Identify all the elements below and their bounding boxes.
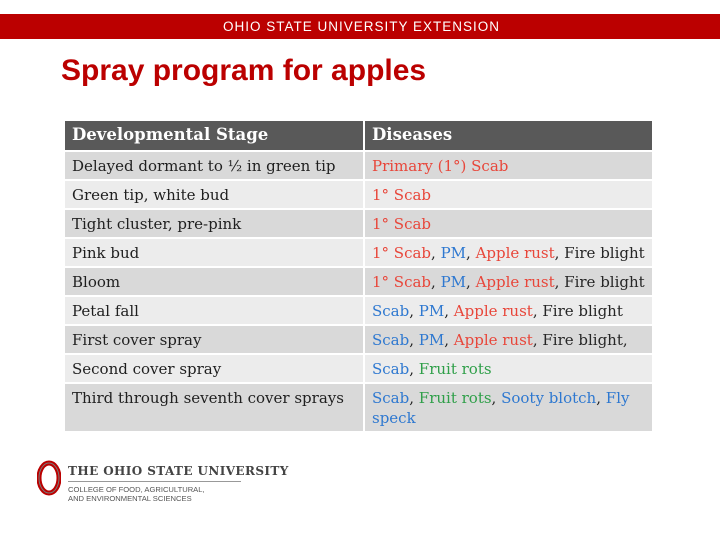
- table-body: Delayed dormant to ½ in green tip Primary…: [63, 150, 654, 433]
- table-row: Pink bud 1° Scab, PM, Apple rust, Fire bl…: [63, 237, 654, 268]
- disease-text: 1° Scab: [372, 186, 432, 204]
- university-name: THE OHIO STATE UNIVERSITY: [68, 464, 289, 478]
- disease-text: ,: [431, 244, 441, 262]
- disease-text: Fly speck: [372, 389, 630, 427]
- disease-text: ,: [409, 389, 419, 407]
- table-row: Tight cluster, pre-pink 1° Scab: [63, 208, 654, 239]
- disease-text: ,: [409, 331, 419, 349]
- stage-cell: Petal fall: [63, 295, 365, 326]
- block-o-logo-icon: [37, 460, 61, 496]
- disease-text: ,: [491, 389, 502, 407]
- table-row: Green tip, white bud 1° Scab: [63, 179, 654, 210]
- disease-text: PM: [418, 302, 445, 320]
- college-name-line-2: AND ENVIRONMENTAL SCIENCES: [68, 494, 192, 503]
- disease-text: Apple rust: [475, 244, 555, 262]
- college-name: COLLEGE OF FOOD, AGRICULTURAL, AND ENVIR…: [68, 485, 205, 503]
- stage-cell: Pink bud: [63, 237, 365, 268]
- column-header-diseases: Diseases: [363, 119, 654, 152]
- banner-text: OHIO STATE UNIVERSITY EXTENSION: [223, 19, 501, 34]
- stage-cell: First cover spray: [63, 324, 365, 355]
- disease-text: , Fire blight: [532, 302, 623, 320]
- disease-text: Apple rust: [453, 302, 533, 320]
- diseases-cell: 1° Scab: [363, 179, 654, 210]
- disease-text: PM: [440, 273, 467, 291]
- disease-text: Sooty blotch: [501, 389, 597, 407]
- disease-text: ,: [431, 273, 441, 291]
- logo-divider: [68, 481, 241, 482]
- disease-text: Fruit rots: [418, 389, 492, 407]
- diseases-cell: Primary (1°) Scab: [363, 150, 654, 181]
- disease-text: ,: [596, 389, 606, 407]
- disease-text: PM: [440, 244, 467, 262]
- disease-text: 1° Scab: [372, 215, 432, 233]
- disease-text: ,: [444, 331, 454, 349]
- disease-text: PM: [418, 331, 445, 349]
- column-header-stage: Developmental Stage: [63, 119, 365, 152]
- table-row: Petal fall Scab, PM, Apple rust, Fire bli…: [63, 295, 654, 326]
- osu-cfaes-logo: THE OHIO STATE UNIVERSITY COLLEGE OF FOO…: [37, 460, 297, 510]
- diseases-cell: 1° Scab: [363, 208, 654, 239]
- disease-text: Fruit rots: [418, 360, 492, 378]
- disease-text: Scab: [372, 331, 410, 349]
- college-name-line-1: COLLEGE OF FOOD, AGRICULTURAL,: [68, 485, 205, 494]
- diseases-cell: 1° Scab, PM, Apple rust, Fire blight: [363, 237, 654, 268]
- spray-program-table: Developmental Stage Diseases Delayed dor…: [63, 119, 654, 433]
- slide-title: Spray program for apples: [61, 54, 427, 87]
- disease-text: , Fire blight: [554, 244, 645, 262]
- table-row: First cover spray Scab, PM, Apple rust, F…: [63, 324, 654, 355]
- table-row: Second cover spray Scab, Fruit rots: [63, 353, 654, 384]
- disease-text: ,: [466, 273, 476, 291]
- extension-banner: OHIO STATE UNIVERSITY EXTENSION: [0, 14, 720, 39]
- disease-text: Scab: [372, 389, 410, 407]
- disease-text: ,: [409, 302, 419, 320]
- table-row: Third through seventh cover sprays Scab, …: [63, 382, 654, 433]
- stage-cell: Delayed dormant to ½ in green tip: [63, 150, 365, 181]
- table-row: Bloom 1° Scab, PM, Apple rust, Fire bligh…: [63, 266, 654, 297]
- disease-text: Scab: [372, 360, 410, 378]
- stage-cell: Third through seventh cover sprays: [63, 382, 365, 433]
- diseases-cell: Scab, Fruit rots: [363, 353, 654, 384]
- disease-text: Apple rust: [475, 273, 555, 291]
- disease-text: ,: [444, 302, 454, 320]
- disease-text: 1° Scab: [372, 244, 432, 262]
- stage-cell: Bloom: [63, 266, 365, 297]
- diseases-cell: Scab, Fruit rots, Sooty blotch, Fly spec…: [363, 382, 654, 433]
- disease-text: , Fire blight: [554, 273, 645, 291]
- diseases-cell: Scab, PM, Apple rust, Fire blight: [363, 295, 654, 326]
- stage-cell: Green tip, white bud: [63, 179, 365, 210]
- disease-text: ,: [466, 244, 476, 262]
- disease-text: Scab: [372, 302, 410, 320]
- stage-cell: Second cover spray: [63, 353, 365, 384]
- table-row: Delayed dormant to ½ in green tip Primary…: [63, 150, 654, 181]
- disease-text: , Fire blight,: [532, 331, 628, 349]
- stage-cell: Tight cluster, pre-pink: [63, 208, 365, 239]
- diseases-cell: Scab, PM, Apple rust, Fire blight,: [363, 324, 654, 355]
- diseases-cell: 1° Scab, PM, Apple rust, Fire blight: [363, 266, 654, 297]
- disease-text: Primary (1°) Scab: [372, 157, 509, 175]
- table-header-row: Developmental Stage Diseases: [63, 119, 654, 152]
- disease-text: ,: [409, 360, 419, 378]
- disease-text: Apple rust: [453, 331, 533, 349]
- disease-text: 1° Scab: [372, 273, 432, 291]
